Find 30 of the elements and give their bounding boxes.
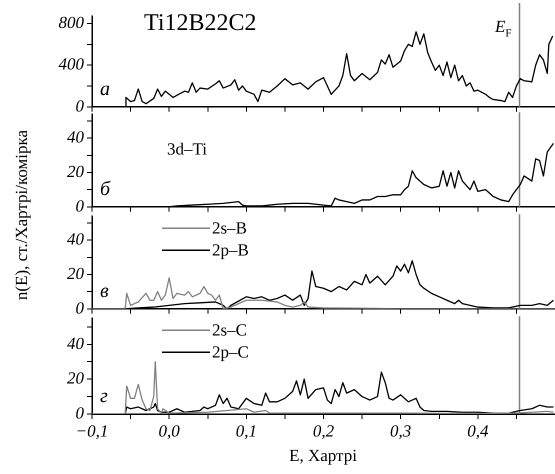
y-tick-label: 800	[58, 12, 84, 32]
chart-title: Ti12B22C2	[144, 10, 256, 36]
x-tick-label: 0,0	[158, 422, 180, 441]
x-tick-label: 0,3	[390, 422, 412, 441]
legend-label: 2s–B	[212, 218, 247, 238]
x-tick-label: 0,1	[236, 422, 257, 441]
legend-label: 2p–C	[212, 342, 249, 362]
y-tick-label: 0	[76, 196, 84, 216]
x-axis-title: E, Хартрі	[289, 446, 357, 466]
y-tick-label: 0	[76, 298, 84, 318]
y-tick-label: 0	[76, 96, 84, 116]
x-tick-label: 0,4	[467, 422, 489, 441]
y-tick-label: 20	[67, 162, 84, 181]
y-axis-title: n(E), ст./Хартрі/комірка	[12, 130, 32, 300]
annotation: а	[100, 78, 110, 100]
y-tick-label: 0	[76, 403, 84, 422]
annotation: б	[100, 178, 111, 200]
annotation: г	[100, 385, 108, 407]
y-tick-label: 20	[67, 368, 84, 388]
y-tick-label: 20	[67, 264, 84, 283]
y-tick-label: 40	[67, 128, 84, 147]
legend-label: 2s–C	[212, 320, 247, 340]
y-tick-label: 40	[67, 334, 84, 353]
x-tick-label: −0,1	[76, 422, 108, 441]
annotation: в	[100, 280, 109, 302]
y-tick-label: 40	[67, 230, 84, 249]
legend-label: 2p–B	[212, 240, 249, 260]
text: 3d–Ti	[167, 140, 208, 159]
x-tick-label: 0,2	[312, 422, 335, 441]
y-tick-label: 400	[58, 54, 84, 74]
